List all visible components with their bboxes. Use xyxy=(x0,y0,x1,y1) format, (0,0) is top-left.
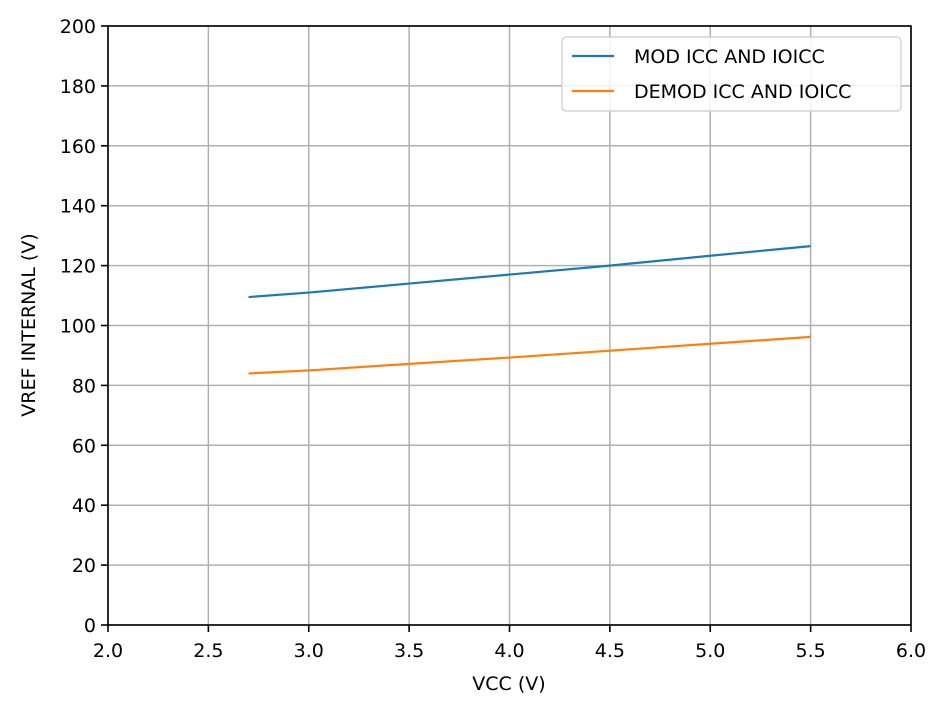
y-tick-label: 20 xyxy=(72,555,96,577)
x-tick-label: 4.5 xyxy=(595,640,625,662)
legend: MOD ICC AND IOICC DEMOD ICC AND IOICC xyxy=(561,36,902,112)
series-line-0 xyxy=(248,245,811,299)
x-tick-label: 6.0 xyxy=(896,640,926,662)
grid xyxy=(107,25,912,626)
y-tick-label: 140 xyxy=(60,196,96,218)
x-tick-label: 2.5 xyxy=(193,640,223,662)
legend-label-mod: MOD ICC AND IOICC xyxy=(634,46,825,68)
x-tick-label: 3.5 xyxy=(394,640,424,662)
x-tick-label: 5.0 xyxy=(695,640,725,662)
x-tick-label: 2.0 xyxy=(93,640,123,662)
y-axis-label: VREF INTERNAL (V) xyxy=(18,233,40,416)
x-tick-label: 3.0 xyxy=(294,640,324,662)
legend-box xyxy=(561,36,902,112)
y-tick-label: 0 xyxy=(84,615,96,637)
y-tick-label: 160 xyxy=(60,136,96,158)
y-tick-label: 200 xyxy=(60,16,96,38)
legend-label-demod: DEMOD ICC AND IOICC xyxy=(634,81,851,103)
y-tick-label: 40 xyxy=(72,495,96,517)
y-tick-label: 100 xyxy=(60,316,96,338)
y-tick-label: 60 xyxy=(72,435,96,457)
series-line-1 xyxy=(248,335,811,375)
y-tick-label: 80 xyxy=(72,375,96,397)
y-axis: 0 20 40 60 80 100 120 140 160 180 200 xyxy=(60,16,108,637)
y-tick-label: 120 xyxy=(60,256,96,278)
x-tick-label: 5.5 xyxy=(796,640,826,662)
x-tick-label: 4.0 xyxy=(494,640,524,662)
x-axis: 2.0 2.5 3.0 3.5 4.0 4.5 5.0 5.5 6.0 xyxy=(93,625,926,662)
y-tick-label: 180 xyxy=(60,76,96,98)
x-axis-label: VCC (V) xyxy=(472,673,545,695)
series-layer xyxy=(248,245,811,375)
